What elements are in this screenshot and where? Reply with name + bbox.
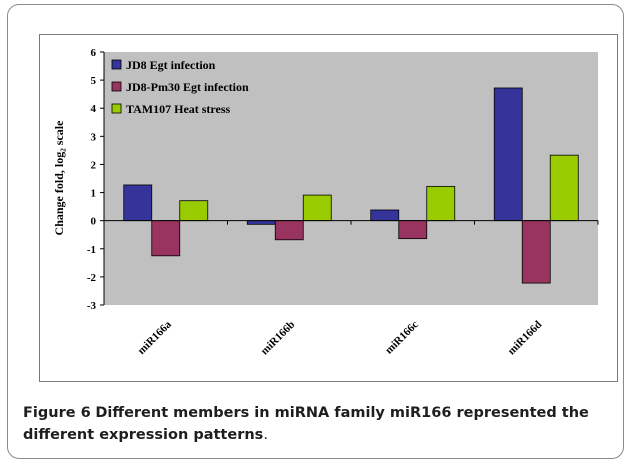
figure-title: Different members in miRNA family miR166… bbox=[23, 405, 589, 443]
bar-3-miR166a bbox=[179, 200, 209, 222]
legend-swatch-3 bbox=[111, 103, 122, 114]
legend-swatch-1 bbox=[111, 59, 122, 70]
category-label-miR166d: miR166d bbox=[506, 319, 545, 358]
chart-container: -3 -2 -1 0 1 2 3 4 5 6 JD8 Egt infection JD8-Pm30 … bbox=[39, 34, 618, 382]
bar-2-miR166a bbox=[151, 220, 181, 257]
legend-label-1: JD8 Egt infection bbox=[126, 58, 216, 72]
y-tick-label: 0 bbox=[91, 216, 97, 228]
y-tick-label: 6 bbox=[91, 47, 97, 59]
caption-end: . bbox=[263, 427, 268, 443]
y-tick-label: 2 bbox=[91, 159, 97, 171]
category-label-miR166a: miR166a bbox=[136, 318, 175, 357]
y-axis-label: Change fold, log₂ scale bbox=[52, 120, 66, 236]
category-label-miR166c: miR166c bbox=[383, 319, 421, 357]
bar-2-miR166c bbox=[398, 220, 428, 240]
bar-3-miR166c bbox=[426, 185, 456, 222]
y-tick-label: 3 bbox=[91, 131, 97, 143]
y-tick-label: -3 bbox=[87, 300, 97, 312]
bar-3-miR166b bbox=[302, 194, 332, 222]
category-label-miR166b: miR166b bbox=[259, 319, 298, 358]
figure-label: Figure 6 bbox=[23, 405, 91, 421]
y-tick-label: 5 bbox=[91, 75, 97, 87]
y-tick-label: 4 bbox=[91, 103, 97, 115]
figure-frame: -3 -2 -1 0 1 2 3 4 5 6 JD8 Egt infection JD8-Pm30 … bbox=[7, 4, 624, 459]
bar-1-miR166b bbox=[246, 220, 276, 225]
figure-caption: Figure 6 Different members in miRNA fami… bbox=[23, 402, 623, 446]
y-tick-label: 1 bbox=[91, 188, 97, 200]
bar-2-miR166b bbox=[274, 220, 304, 241]
bar-2-miR166d bbox=[521, 220, 551, 284]
bar-chart: -3 -2 -1 0 1 2 3 4 5 6 JD8 Egt infection JD8-Pm30 … bbox=[52, 47, 599, 358]
bar-1-miR166d bbox=[493, 87, 523, 222]
legend-label-3: TAM107 Heat stress bbox=[126, 102, 231, 116]
bar-3-miR166d bbox=[549, 154, 579, 222]
legend-label-2: JD8-Pm30 Egt infection bbox=[126, 80, 249, 94]
y-tick-label: -1 bbox=[87, 244, 96, 256]
y-tick-label: -2 bbox=[87, 272, 97, 284]
bar-1-miR166a bbox=[123, 184, 153, 222]
legend-swatch-2 bbox=[111, 81, 122, 92]
bar-1-miR166c bbox=[370, 209, 400, 222]
